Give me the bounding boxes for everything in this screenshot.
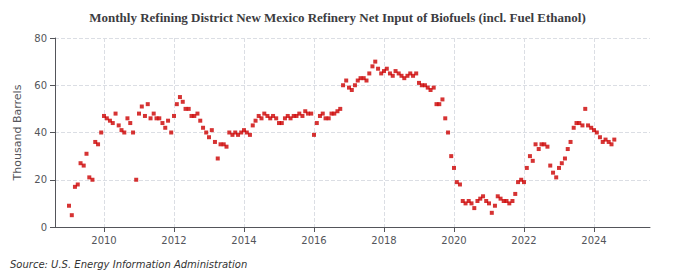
svg-text:40: 40: [34, 127, 47, 138]
svg-text:2014: 2014: [231, 235, 256, 246]
svg-text:2012: 2012: [161, 235, 186, 246]
svg-text:Thousand Barrels: Thousand Barrels: [11, 84, 24, 181]
svg-text:2016: 2016: [301, 235, 326, 246]
svg-text:2020: 2020: [441, 235, 466, 246]
svg-text:20: 20: [34, 174, 47, 185]
svg-text:Source: U.S. Energy Informatio: Source: U.S. Energy Information Administ…: [10, 259, 247, 270]
svg-text:2018: 2018: [371, 235, 396, 246]
svg-text:2022: 2022: [511, 235, 536, 246]
svg-text:2024: 2024: [581, 235, 606, 246]
svg-text:0: 0: [41, 222, 47, 233]
svg-text:80: 80: [34, 33, 47, 44]
svg-text:Monthly Refining District New: Monthly Refining District New Mexico Ref…: [89, 10, 585, 25]
svg-text:2010: 2010: [91, 235, 116, 246]
svg-text:60: 60: [34, 80, 47, 91]
